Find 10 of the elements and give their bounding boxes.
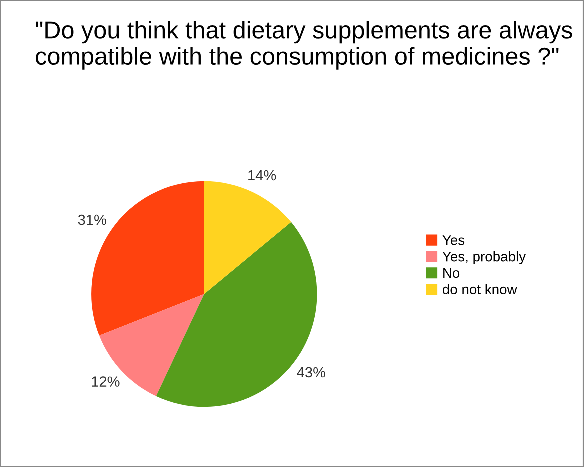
data-label: 31% [78,214,106,226]
legend-label: do not know [443,284,518,295]
chart-title: "Do you think that dietary supplements are always compatible with the consumption of medicines ?" [36,21,572,70]
data-label: 12% [92,376,120,387]
legend-label: Yes [442,236,465,246]
legend-label: No [444,268,460,278]
data-label: 43% [297,367,326,378]
legend-label: Yes, probably [442,252,526,264]
data-label: 14% [248,170,276,181]
pie-slice [204,181,292,294]
